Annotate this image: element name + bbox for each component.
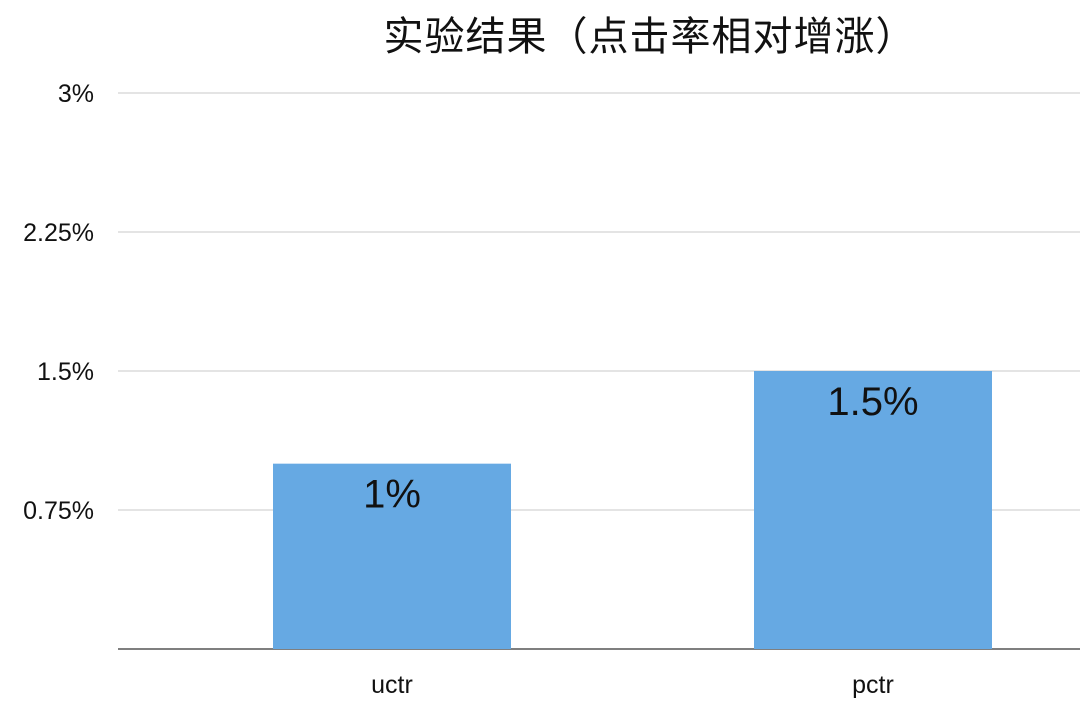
y-tick-label: 1.5%	[37, 358, 94, 386]
y-axis-ticks: 0.75% 1.5% 2.25% 3%	[23, 80, 94, 525]
y-tick-label: 0.75%	[23, 497, 94, 525]
x-axis-ticks: uctr pctr	[371, 671, 894, 699]
x-tick-label: pctr	[852, 671, 894, 699]
y-tick-label: 2.25%	[23, 219, 94, 247]
bars: 1% 1.5%	[273, 371, 992, 649]
y-tick-label: 3%	[58, 80, 94, 108]
x-tick-label: uctr	[371, 671, 413, 699]
bar-value-label: 1.5%	[827, 380, 918, 424]
chart-title: 实验结果（点击率相对增涨）	[383, 14, 917, 60]
bar-uctr	[273, 463, 511, 649]
bar-pctr	[754, 371, 992, 649]
bar-value-label: 1%	[363, 473, 421, 517]
